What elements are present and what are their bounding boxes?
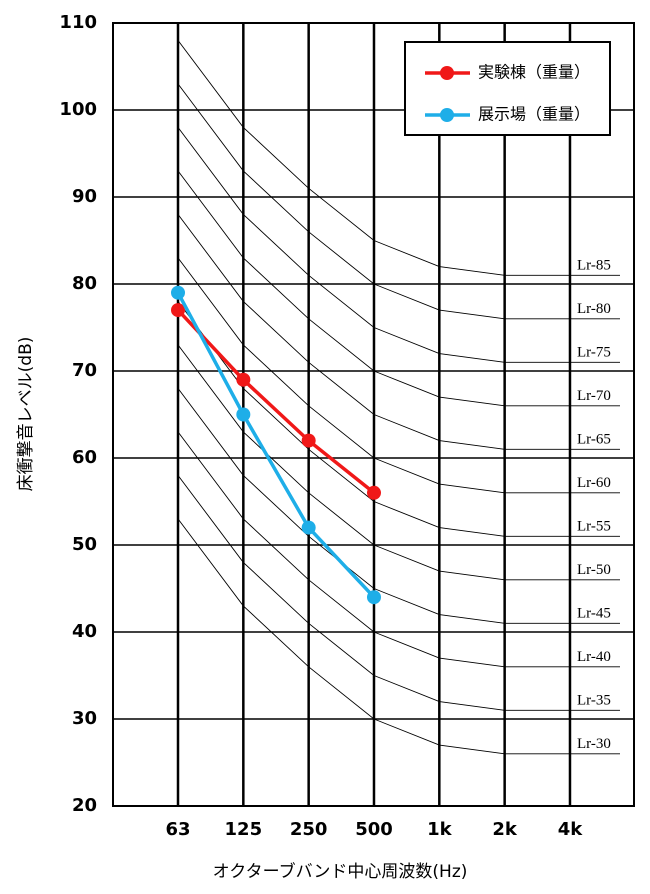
reference-curve-label: Lr-80 <box>577 301 611 317</box>
reference-curve <box>177 40 570 276</box>
reference-curve-label: Lr-75 <box>577 345 611 361</box>
y-tick-label: 110 <box>59 12 97 33</box>
reference-curve-label: Lr-55 <box>577 519 611 535</box>
x-tick-label: 4k <box>558 819 584 840</box>
x-tick-label: 2k <box>492 819 518 840</box>
reference-curve-label: Lr-45 <box>577 606 611 622</box>
series-line <box>176 308 376 495</box>
series-point <box>236 372 251 387</box>
y-tick-label: 60 <box>72 447 97 468</box>
reference-curve <box>177 83 570 320</box>
legend-label: 展示場（重量） <box>478 105 590 124</box>
reference-curve <box>177 170 570 407</box>
x-axis-label: オクターブバンド中心周波数(Hz) <box>213 861 468 882</box>
x-tick-label: 1k <box>427 819 453 840</box>
y-tick-label: 40 <box>72 621 97 642</box>
series-line <box>176 291 376 599</box>
reference-curve <box>177 257 570 494</box>
reference-curve-label: Lr-30 <box>577 736 611 752</box>
reference-curve-label: Lr-65 <box>577 432 611 448</box>
reference-curve-label: Lr-35 <box>577 693 611 709</box>
series-point <box>171 303 185 318</box>
reference-curve <box>177 475 570 711</box>
y-tick-label: 90 <box>72 186 97 207</box>
reference-curve-label: Lr-40 <box>577 649 611 665</box>
reference-curve <box>177 388 570 624</box>
series-point <box>171 285 185 300</box>
legend-marker <box>440 66 454 80</box>
y-axis-label: 床衝撃音レベル(dB) <box>16 337 36 492</box>
y-tick-label: 20 <box>72 795 97 816</box>
legend-marker <box>440 108 454 122</box>
reference-curve <box>177 214 570 450</box>
reference-curve <box>177 301 570 537</box>
reference-curve <box>177 518 570 755</box>
reference-curve <box>177 127 570 363</box>
legend-box <box>404 41 611 136</box>
series-point <box>236 407 251 422</box>
legend-label: 実験棟（重量） <box>478 63 590 82</box>
reference-curve-label: Lr-70 <box>577 388 611 404</box>
x-tick-label: 125 <box>225 819 263 840</box>
reference-curve-label: Lr-85 <box>577 258 611 274</box>
y-tick-label: 80 <box>72 273 97 294</box>
y-tick-label: 50 <box>72 534 97 555</box>
reference-curve-label: Lr-60 <box>577 475 611 491</box>
y-tick-label: 100 <box>59 99 97 120</box>
series-point <box>366 485 381 500</box>
series-point <box>366 590 381 605</box>
y-tick-label: 70 <box>72 360 97 381</box>
reference-curve <box>177 344 570 581</box>
series-point <box>301 520 316 535</box>
reference-curve-label: Lr-50 <box>577 562 611 578</box>
x-tick-label: 63 <box>165 819 190 840</box>
reference-curve <box>177 431 570 668</box>
x-tick-label: 250 <box>290 819 328 840</box>
y-tick-label: 30 <box>72 708 97 729</box>
series-point <box>301 433 316 448</box>
x-tick-label: 500 <box>355 819 393 840</box>
